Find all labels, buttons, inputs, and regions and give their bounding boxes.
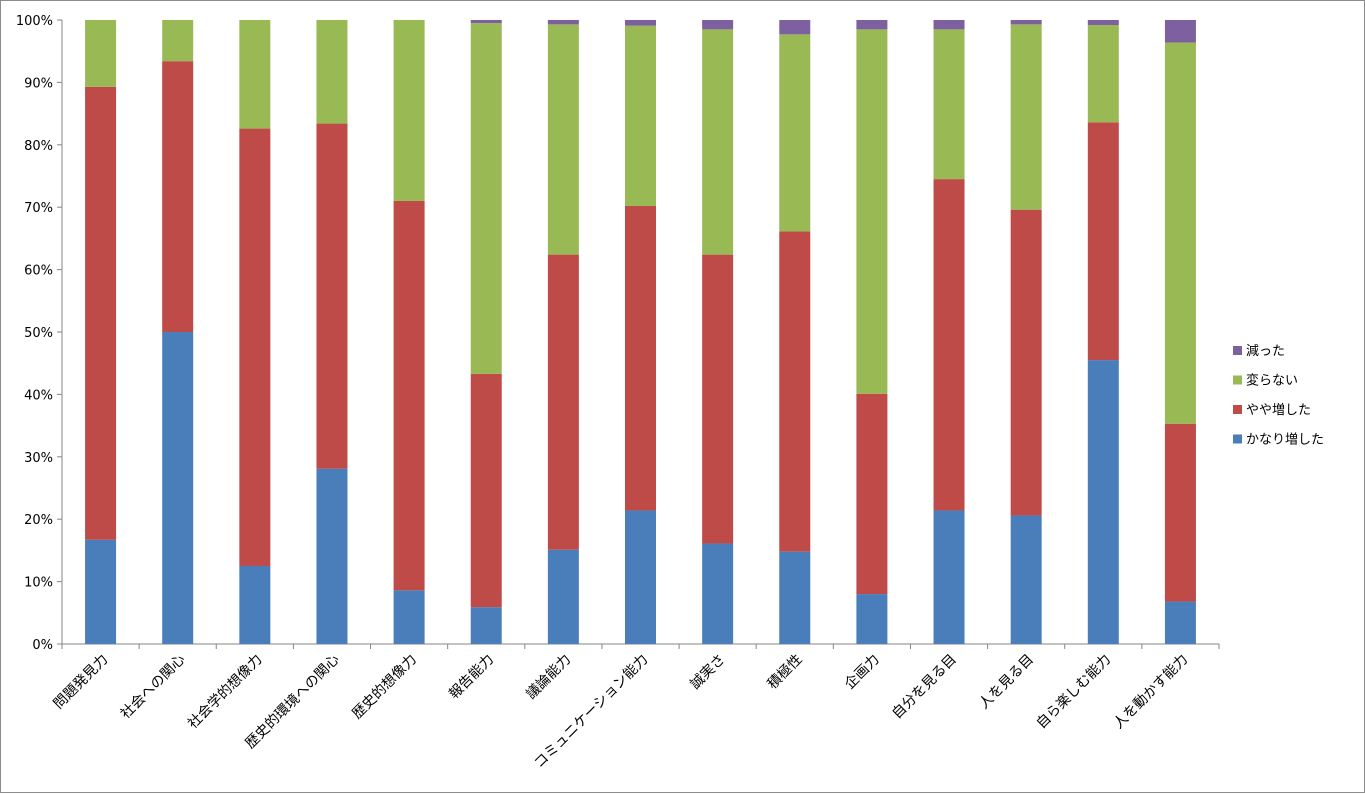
y-tick-label: 80% — [24, 139, 53, 154]
bar-segment — [162, 61, 194, 333]
bar-segment — [316, 468, 348, 644]
y-tick-label: 0% — [32, 638, 53, 653]
bar-segment — [702, 254, 734, 544]
bar-segment — [933, 29, 965, 180]
bar-segment — [470, 373, 502, 608]
bar-segment — [933, 20, 965, 30]
bar-segment — [316, 123, 348, 469]
x-tick-label: 自分を見る目 — [889, 652, 960, 723]
y-tick-label: 90% — [24, 76, 53, 91]
bar-segment — [547, 24, 579, 255]
x-tick-label: 人を動かす能力 — [1111, 652, 1192, 733]
x-tick-label: 歴史的想像力 — [349, 652, 420, 723]
bar-segment — [1164, 601, 1196, 644]
y-tick-label: 30% — [24, 451, 53, 466]
bar-segment — [1087, 360, 1119, 644]
bar-segment — [933, 179, 965, 511]
legend-label: 減った — [1246, 343, 1285, 359]
bar-segment — [316, 20, 348, 124]
bar-segment — [85, 86, 117, 540]
bar-segment — [625, 205, 656, 511]
x-tick-label: 問題発見力 — [51, 652, 112, 713]
bar-segment — [1087, 24, 1119, 123]
bar-segment — [1010, 20, 1042, 25]
legend-label: 変らない — [1246, 373, 1298, 389]
bar-segment — [702, 29, 734, 255]
bar-segment — [162, 332, 194, 644]
bar-segment — [625, 510, 656, 644]
bar-segment — [1087, 122, 1119, 361]
bar-segment — [393, 200, 425, 591]
bar-segment — [702, 20, 734, 30]
y-tick-label: 60% — [24, 264, 53, 279]
bar-segment — [239, 20, 271, 129]
y-tick-label: 100% — [16, 14, 53, 29]
bar-segment — [1087, 20, 1119, 25]
bar-segment — [162, 20, 194, 62]
x-tick-label: 誠実さ — [687, 652, 728, 693]
legend-swatch — [1233, 434, 1242, 444]
bar-segment — [470, 20, 502, 24]
bar-segment — [1164, 20, 1196, 43]
bar-segment — [856, 20, 888, 30]
bar-segment — [393, 590, 425, 644]
bar-segment — [1164, 423, 1196, 602]
x-tick-label: 企画力 — [841, 651, 883, 693]
bar-segment — [1010, 209, 1042, 516]
bar-segment — [1010, 515, 1042, 644]
y-tick-label: 40% — [24, 388, 53, 403]
x-tick-label: 社会への関心 — [118, 652, 189, 723]
x-tick-label: 自ら楽しむ能力 — [1034, 652, 1115, 733]
legend-swatch — [1233, 346, 1242, 355]
legend-label: やや増した — [1246, 403, 1311, 418]
bar-segment — [239, 128, 271, 566]
bar-segment — [547, 20, 579, 25]
bar-segment — [1010, 24, 1042, 210]
y-tick-label: 70% — [24, 201, 53, 216]
bar-segment — [779, 20, 811, 35]
bar-segment — [625, 20, 656, 26]
bar-segment — [85, 20, 117, 87]
x-tick-label: 人を見る目 — [976, 652, 1037, 713]
x-tick-label: 社会学的想像力 — [185, 652, 266, 733]
bar-segment — [393, 20, 425, 201]
y-tick-label: 20% — [24, 513, 53, 528]
bar-segment — [702, 543, 734, 644]
bar-segment — [856, 594, 888, 644]
y-tick-label: 10% — [24, 576, 53, 591]
bar-segment — [779, 551, 811, 644]
legend-swatch — [1233, 405, 1242, 414]
bar-segment — [239, 566, 271, 644]
bar-segment — [779, 34, 811, 232]
bars — [85, 20, 1196, 644]
bar-segment — [470, 607, 502, 644]
legend-label: かなり増した — [1246, 433, 1324, 448]
bar-segment — [470, 23, 502, 374]
bar-segment — [856, 393, 888, 595]
bar-segment — [547, 549, 579, 644]
bar-segment — [625, 25, 656, 206]
bar-segment — [85, 539, 117, 644]
y-tick-labels: 0% 10% 20% 30% 40% 50% 60% 70% 80% 90% 100% — [16, 14, 53, 653]
x-tick-label: 議論能力 — [523, 651, 575, 703]
bar-segment — [1164, 42, 1196, 424]
bar-segment — [933, 510, 965, 644]
y-tick-label: 50% — [24, 326, 53, 341]
bar-segment — [779, 231, 811, 552]
bar-segment — [547, 254, 579, 550]
x-tick-label: 報告能力 — [446, 652, 497, 703]
x-tick-label: 積極性 — [765, 652, 806, 693]
bar-segment — [856, 29, 888, 394]
legend-swatch — [1233, 375, 1242, 385]
